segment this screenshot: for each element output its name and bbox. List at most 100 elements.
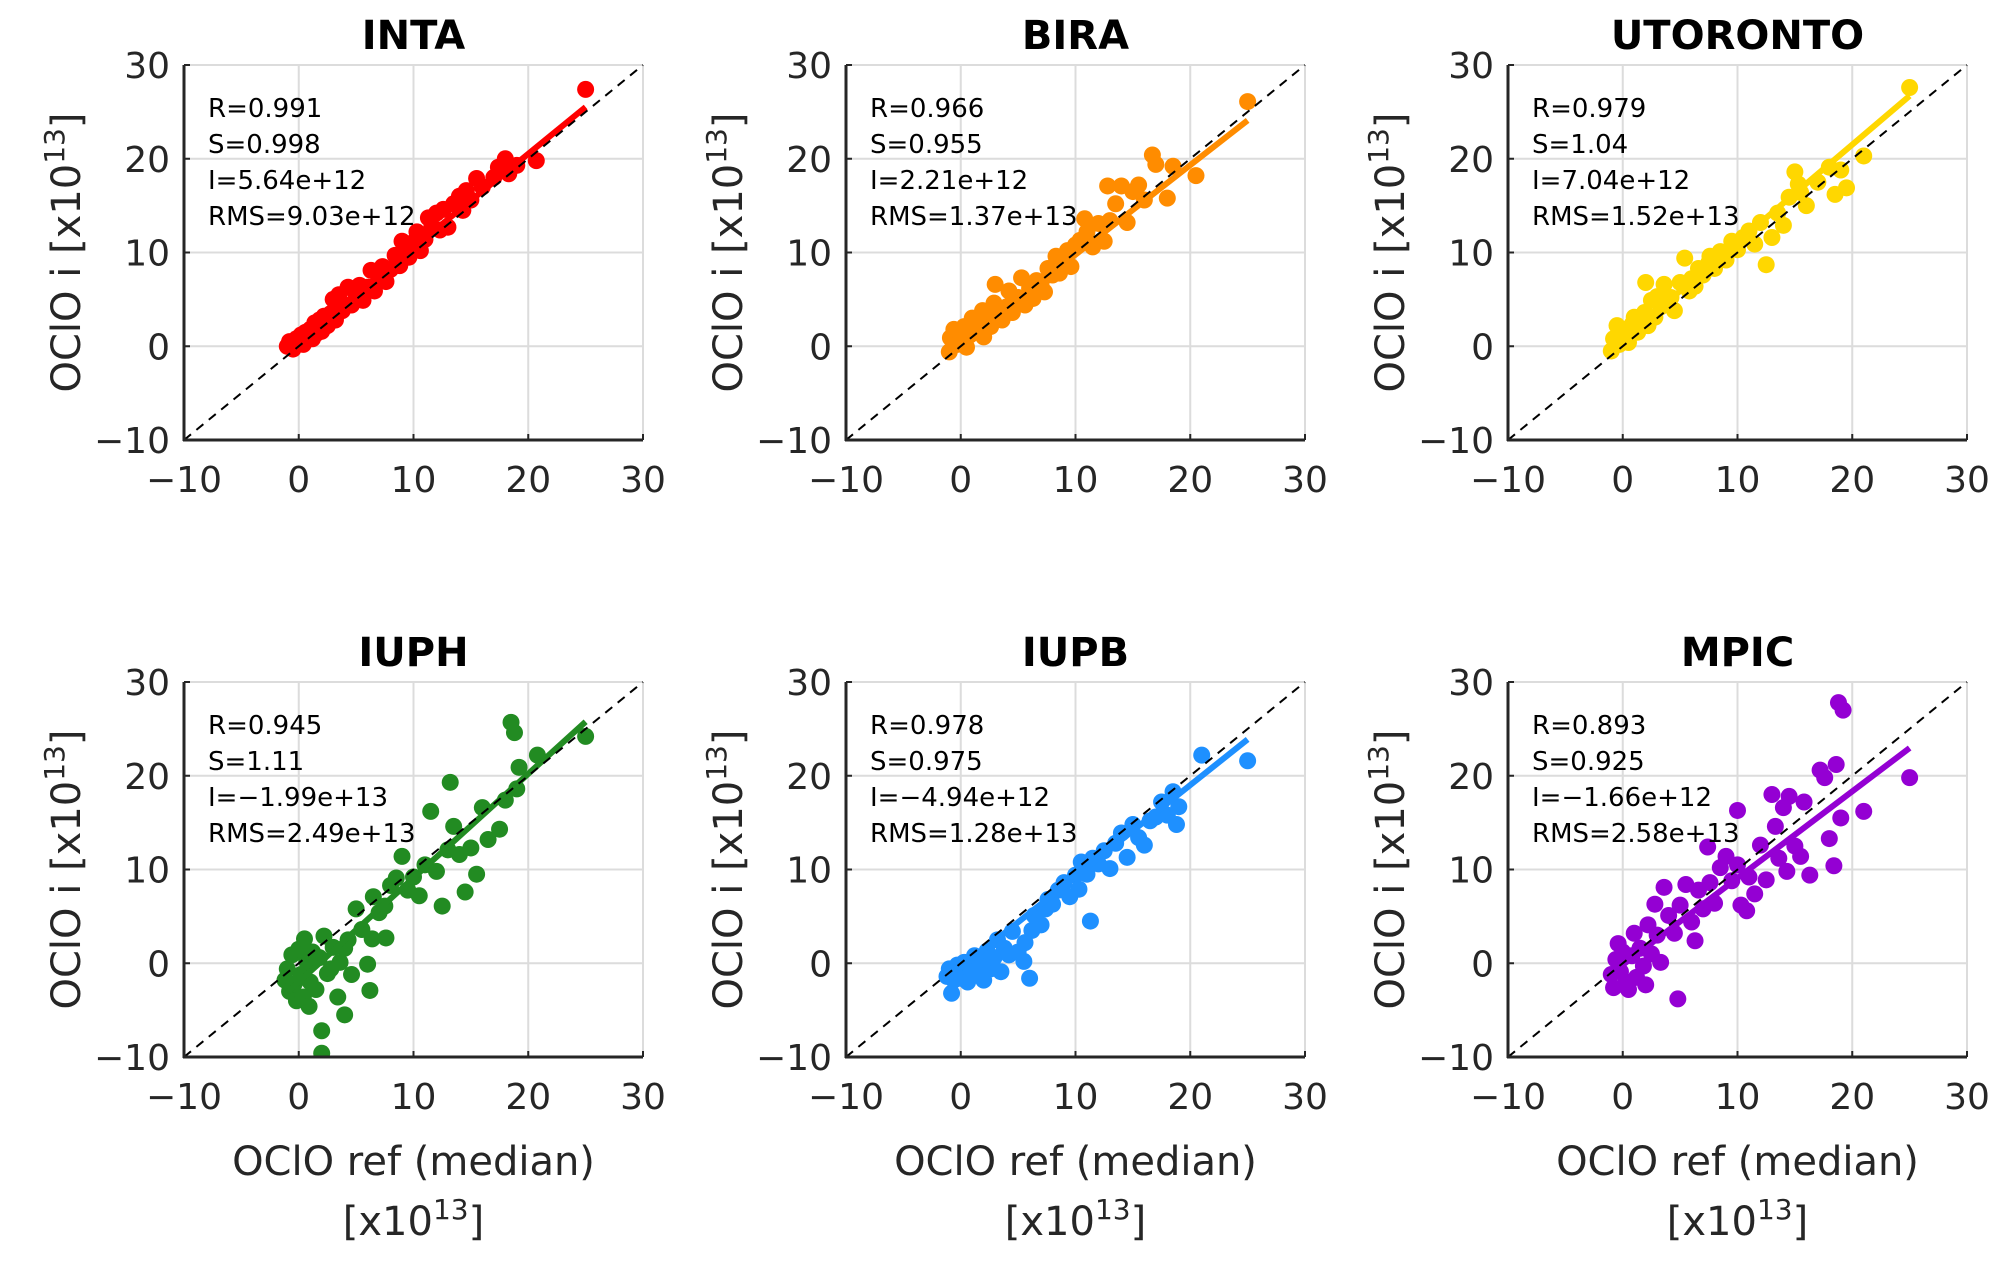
data-point — [1825, 857, 1843, 875]
data-point — [1187, 167, 1205, 185]
one-to-one-line — [183, 681, 644, 1058]
y-tick-label: −10 — [756, 1038, 832, 1079]
data-point — [1036, 283, 1054, 301]
stat-label: RMS=1.37e+13 — [870, 202, 1078, 232]
stat-label: S=1.11 — [208, 747, 304, 777]
y-tick-label: −10 — [1418, 421, 1494, 462]
data-point — [364, 888, 382, 906]
data-point — [1646, 895, 1664, 913]
y-tick-label: 0 — [809, 327, 832, 368]
data-point — [1625, 924, 1643, 942]
panel-utoronto: −10 0 10 20 30 −10 0 10 20 30 UTORONTO R=0.979 S=1.0… — [1362, 13, 1990, 501]
y-axis-label: OClO i [x1013] — [1362, 730, 1414, 1010]
x-axis-label: OClO ref (median) — [232, 1139, 595, 1185]
data-point — [1729, 801, 1746, 819]
x-axis-label: OClO ref (median) — [894, 1139, 1257, 1185]
y-tick-label: 0 — [147, 944, 170, 985]
one-to-one-line — [183, 64, 644, 441]
data-point — [1901, 79, 1919, 96]
x-tick-label: 30 — [1282, 1077, 1328, 1118]
data-point — [1855, 147, 1873, 165]
x-tick-label: 30 — [1944, 1077, 1990, 1118]
data-point — [1147, 155, 1165, 173]
data-point — [1167, 816, 1185, 833]
data-point — [336, 1006, 354, 1024]
y-tick-label: 20 — [1448, 140, 1494, 181]
y-tick-label: 10 — [786, 234, 832, 275]
panel-title: UTORONTO — [1611, 13, 1864, 59]
panel-inta: −10 0 10 20 30 −10 0 10 20 30 INTA R=0.991 S=0.998 I=… — [38, 13, 666, 501]
data-point — [295, 930, 313, 948]
x-tick-label: 20 — [505, 460, 551, 501]
data-point — [1135, 836, 1153, 854]
x-tick-label: 0 — [287, 1077, 310, 1118]
y-tick-label: 10 — [786, 851, 832, 892]
stat-label: I=7.04e+12 — [1532, 166, 1690, 196]
fit-line — [947, 737, 1250, 980]
data-point — [1738, 902, 1756, 920]
y-label-text: OClO i [x10 — [706, 164, 752, 393]
x-tick-label: −10 — [808, 1077, 884, 1118]
x-tick-label: 0 — [287, 460, 310, 501]
y-tick-label: 0 — [809, 944, 832, 985]
data-point — [505, 724, 523, 742]
data-point — [1170, 798, 1188, 816]
x-tick-label: 20 — [1829, 1077, 1875, 1118]
panel-title: BIRA — [1022, 13, 1129, 59]
data-point — [313, 1044, 331, 1057]
x-tick-label: 10 — [1053, 1077, 1099, 1118]
stat-label: R=0.945 — [208, 711, 322, 741]
x-tick-label: 10 — [1053, 460, 1099, 501]
y-tick-label: 30 — [124, 46, 170, 87]
y-tick-label: 10 — [1448, 851, 1494, 892]
data-point — [329, 988, 347, 1006]
data-point — [479, 831, 497, 848]
data-point — [278, 960, 296, 978]
data-point — [1746, 885, 1764, 903]
data-point — [1820, 830, 1838, 848]
stat-label: R=0.966 — [870, 94, 984, 124]
fit-line — [1609, 93, 1912, 352]
y-tick-label: 20 — [1448, 757, 1494, 798]
stat-label: RMS=1.52e+13 — [1532, 202, 1740, 232]
x-tick-label: −10 — [146, 1077, 222, 1118]
x-tick-label: 30 — [620, 460, 666, 501]
data-point — [1778, 862, 1796, 880]
data-point — [1757, 256, 1775, 274]
y-label-exponent: 13 — [700, 745, 733, 781]
panel-title: INTA — [362, 13, 466, 59]
data-point — [1637, 976, 1655, 994]
data-point — [1766, 817, 1784, 835]
y-label-text: OClO i [x10 — [1368, 164, 1414, 393]
data-point — [1032, 916, 1050, 934]
fit-line — [1609, 745, 1912, 976]
y-tick-label: 0 — [1471, 944, 1494, 985]
scatter-points — [276, 713, 595, 1057]
data-point — [361, 981, 379, 999]
fit-line — [947, 117, 1250, 356]
panel-mpic: −10 0 10 20 30 −10 0 10 20 30 MPIC R=0.893 S=0.925 I=… — [1362, 630, 1990, 1245]
scatter-points — [278, 80, 595, 358]
y-label-exponent: 13 — [38, 745, 71, 781]
y-axis-label: OClO i [x1013] — [1362, 113, 1414, 393]
y-axis-label: OClO i [x1013] — [700, 113, 752, 393]
data-point — [441, 773, 459, 791]
stat-label: I=2.21e+12 — [870, 166, 1028, 196]
x-tick-label: 30 — [1282, 460, 1328, 501]
y-tick-label: −10 — [94, 421, 170, 462]
data-point — [315, 927, 333, 945]
y-label-text: OClO i [x10 — [44, 164, 90, 393]
y-tick-label: 0 — [147, 327, 170, 368]
data-point — [943, 984, 961, 1002]
y-axis-label: OClO i [x1013] — [38, 730, 90, 1010]
data-point — [1832, 809, 1850, 827]
one-to-one-line — [1507, 64, 1968, 441]
stat-label: R=0.979 — [1532, 94, 1646, 124]
y-label-bracket: ] — [1368, 730, 1414, 746]
y-label-bracket: ] — [44, 730, 90, 746]
panel-title: MPIC — [1681, 630, 1794, 676]
y-tick-label: 30 — [1448, 663, 1494, 704]
data-point — [456, 883, 474, 901]
x-tick-label: 20 — [1167, 460, 1213, 501]
x-tick-label: 0 — [949, 1077, 972, 1118]
